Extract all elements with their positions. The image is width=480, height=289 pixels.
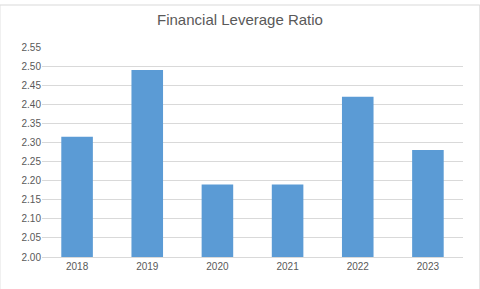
- svg-text:2.15: 2.15: [22, 194, 42, 205]
- svg-text:2020: 2020: [206, 261, 229, 272]
- svg-text:Financial Leverage Ratio: Financial Leverage Ratio: [157, 11, 323, 28]
- svg-text:2019: 2019: [136, 261, 159, 272]
- svg-text:2.35: 2.35: [22, 118, 42, 129]
- svg-text:2021: 2021: [276, 261, 299, 272]
- svg-text:2.05: 2.05: [22, 232, 42, 243]
- svg-text:2.40: 2.40: [22, 99, 42, 110]
- svg-text:2023: 2023: [417, 261, 440, 272]
- svg-text:2.25: 2.25: [22, 156, 42, 167]
- svg-text:2.50: 2.50: [22, 61, 42, 72]
- svg-text:2018: 2018: [66, 261, 89, 272]
- svg-text:2.45: 2.45: [22, 80, 42, 91]
- svg-text:2.30: 2.30: [22, 137, 42, 148]
- svg-text:2.00: 2.00: [22, 252, 42, 263]
- svg-text:2.10: 2.10: [22, 213, 42, 224]
- svg-text:2.20: 2.20: [22, 175, 42, 186]
- svg-text:2.55: 2.55: [22, 42, 42, 53]
- svg-text:2022: 2022: [347, 261, 370, 272]
